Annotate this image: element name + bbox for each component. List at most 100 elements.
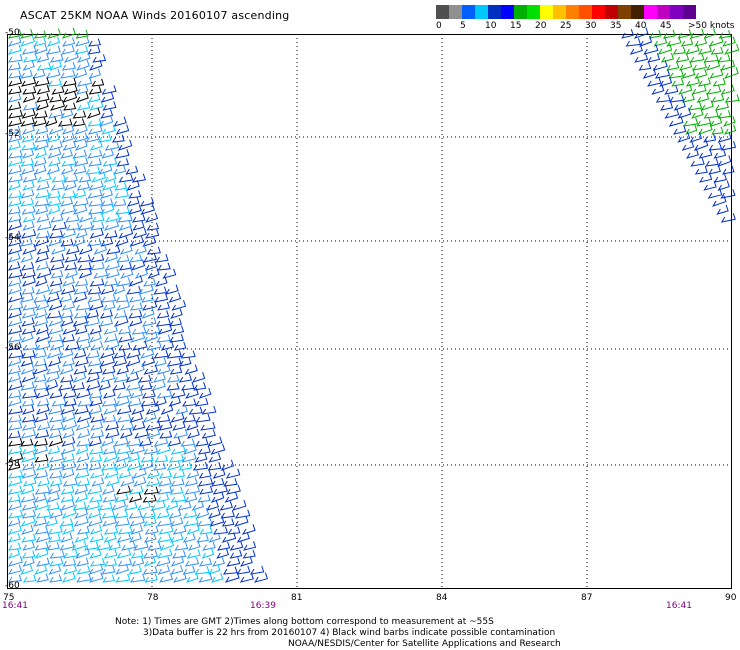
wind-barb	[239, 556, 253, 567]
wind-barb	[35, 331, 50, 343]
wind-barb	[103, 324, 118, 335]
wind-barb	[48, 123, 64, 135]
wind-barb	[8, 301, 24, 311]
wind-barb	[100, 198, 114, 207]
wind-barb	[61, 62, 76, 71]
wind-barb	[166, 374, 180, 383]
wind-barb	[136, 500, 151, 511]
lat-label-50: -50	[5, 28, 20, 38]
wind-barb	[186, 523, 200, 535]
wind-barb	[22, 173, 37, 183]
wind-barb	[61, 460, 77, 471]
wind-barb	[698, 148, 713, 159]
wind-barb	[88, 390, 103, 399]
wind-barb	[698, 45, 712, 55]
wind-barb	[688, 101, 703, 111]
wind-barb	[21, 550, 36, 559]
wind-barb	[49, 60, 62, 71]
wind-barb	[47, 28, 62, 39]
wind-barb	[7, 445, 23, 455]
wind-barb	[166, 357, 182, 367]
wind-barb	[8, 414, 22, 423]
wind-barb	[76, 438, 91, 447]
wind-barb	[104, 421, 119, 431]
wind-barb	[201, 548, 215, 559]
wind-barb	[234, 515, 249, 527]
wind-barb	[171, 325, 185, 335]
wind-barb	[36, 180, 50, 191]
wind-barb	[194, 566, 210, 575]
wind-barb	[140, 454, 154, 463]
wind-barb	[73, 349, 87, 359]
wind-barb	[223, 478, 238, 487]
wind-barb	[21, 451, 37, 463]
wind-barb	[114, 182, 128, 191]
note-line-2: 3)Data buffer is 22 hrs from 20160107 4)…	[143, 628, 556, 638]
wind-barb	[61, 157, 77, 167]
wind-barb	[723, 116, 736, 127]
wind-barb	[113, 315, 129, 327]
wind-barb	[63, 174, 78, 183]
wind-barb	[64, 253, 78, 263]
wind-barb	[105, 268, 120, 279]
lon-label-81: 81	[291, 593, 303, 603]
pass-time-right: 16:41	[666, 601, 692, 611]
wind-barb	[77, 51, 91, 63]
wind-barb	[72, 204, 88, 215]
wind-barb	[74, 325, 88, 335]
wind-barb	[144, 573, 158, 583]
wind-barb	[653, 36, 668, 47]
wind-barb	[64, 341, 80, 351]
wind-barb	[639, 35, 653, 47]
wind-barb	[36, 52, 50, 63]
wind-barb	[8, 509, 24, 519]
wind-barb	[8, 430, 21, 439]
wind-barb	[157, 301, 171, 311]
wind-barb	[232, 499, 247, 511]
wind-barb	[86, 107, 101, 119]
wind-barb	[62, 453, 75, 463]
wind-barb	[117, 214, 133, 223]
wind-barb	[146, 468, 160, 479]
wind-barb	[213, 526, 229, 535]
wind-barb	[720, 213, 736, 223]
wind-barb	[7, 261, 21, 271]
wind-barb	[113, 309, 127, 319]
wind-barb	[167, 437, 181, 447]
wind-barb	[120, 268, 134, 279]
wind-barb	[138, 459, 154, 471]
wind-barb	[131, 213, 146, 223]
wind-barb	[8, 437, 23, 447]
wind-barb	[34, 308, 48, 319]
wind-barb	[191, 372, 206, 383]
wind-barb	[101, 294, 117, 303]
wind-barb	[118, 326, 131, 335]
wind-barb	[139, 382, 153, 391]
wind-barb	[71, 382, 85, 391]
wind-barb	[8, 85, 22, 95]
wind-barb	[47, 404, 63, 415]
wind-barb	[134, 244, 147, 255]
wind-barb	[75, 443, 89, 455]
wind-barb	[60, 164, 74, 175]
wind-barb	[145, 477, 160, 487]
wind-barb	[34, 525, 49, 535]
wind-barb	[64, 262, 77, 271]
wind-barb	[7, 252, 21, 263]
wind-barb	[7, 36, 22, 47]
wind-barb	[155, 556, 171, 567]
wind-barb	[72, 110, 87, 119]
wind-barb	[89, 548, 102, 559]
wind-barb	[101, 565, 116, 575]
wind-barb	[34, 148, 47, 159]
wind-barb	[87, 45, 101, 55]
wind-barb	[86, 372, 100, 383]
wind-barb	[59, 293, 72, 303]
wind-barb	[239, 572, 254, 583]
wind-barb	[7, 532, 21, 543]
wind-barb	[7, 244, 22, 255]
lat-label-52: -52	[5, 129, 20, 139]
wind-barb	[128, 565, 142, 575]
wind-barb	[126, 179, 140, 191]
wind-barb	[85, 166, 101, 175]
